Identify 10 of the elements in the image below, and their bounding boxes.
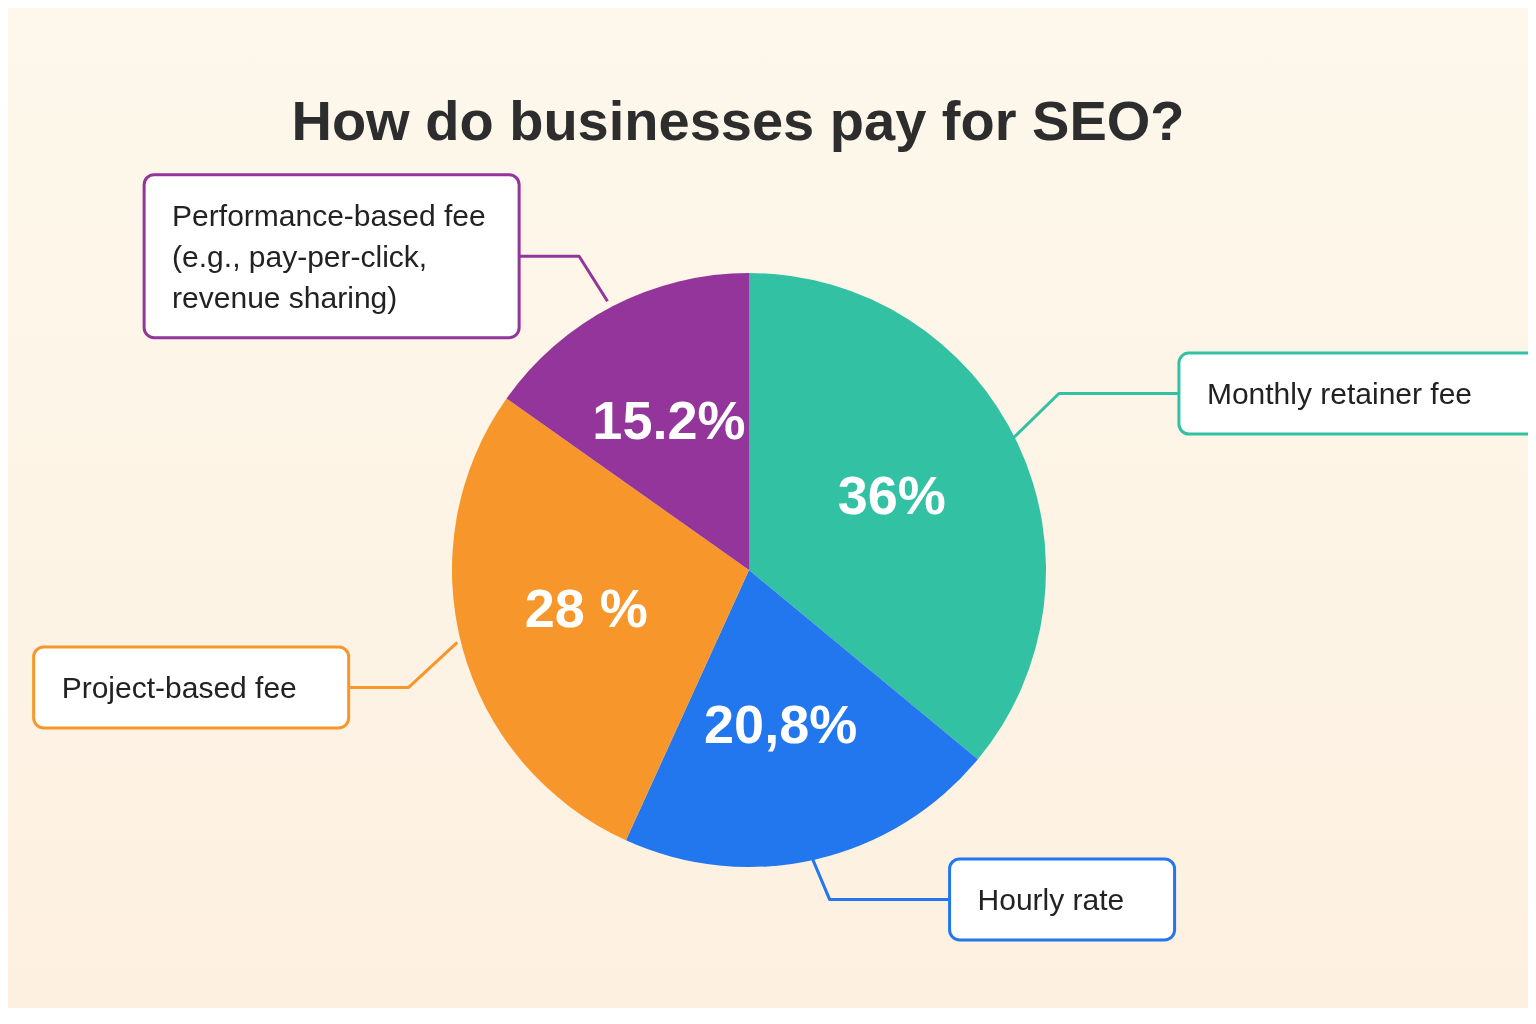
slice-label: Performance-based fee (e.g., pay-per-click, revenue sharing) bbox=[172, 198, 486, 314]
slice-label: Project-based fee bbox=[61, 670, 297, 704]
slice-label: Hourly rate bbox=[977, 882, 1125, 916]
chart-title: How do businesses pay for SEO? bbox=[290, 88, 1186, 153]
pie-slice bbox=[506, 273, 749, 570]
data-label: 28 % bbox=[524, 577, 648, 638]
data-label: 15.2% bbox=[592, 389, 746, 450]
slice-label: Monthly retainer fee bbox=[1206, 377, 1473, 411]
data-label: 36% bbox=[837, 465, 946, 526]
data-label: 20,8% bbox=[704, 694, 858, 755]
